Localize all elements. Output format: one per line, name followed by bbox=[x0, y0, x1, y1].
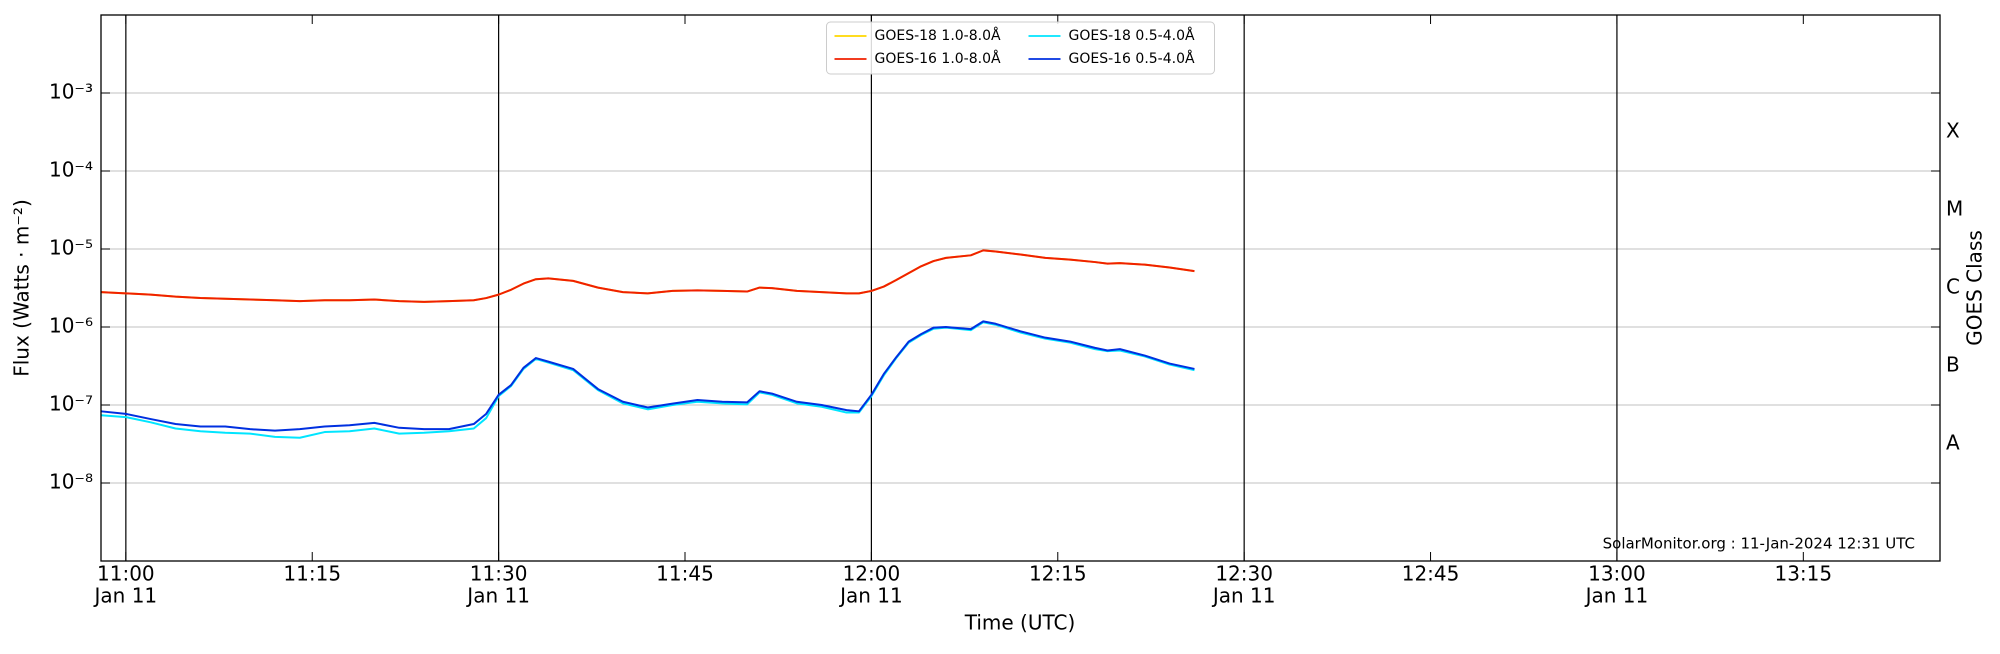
x-tick-label: 11:45 bbox=[656, 562, 714, 586]
x-tick-label: 11:00 bbox=[97, 562, 155, 586]
x-tick-label: 13:15 bbox=[1774, 562, 1832, 586]
y-axis-label: Flux (Watts · m⁻²) bbox=[10, 199, 34, 377]
y2-tick-label: X bbox=[1946, 119, 1960, 143]
legend-label: GOES-16 0.5-4.0Å bbox=[1069, 50, 1195, 67]
y-tick-label: 10⁻⁵ bbox=[49, 236, 93, 260]
x-tick-label: 13:00 bbox=[1588, 562, 1646, 586]
x-tick-label: 12:30 bbox=[1215, 562, 1273, 586]
data-line bbox=[100, 320, 1195, 432]
legend-label: GOES-18 0.5-4.0Å bbox=[1069, 27, 1195, 44]
y-tick-label: 10⁻⁶ bbox=[49, 314, 93, 338]
y2-tick-label: C bbox=[1946, 275, 1960, 299]
x-tick-label: 12:45 bbox=[1402, 562, 1460, 586]
x-axis-label: Time (UTC) bbox=[964, 611, 1076, 635]
y2-tick-label: B bbox=[1946, 353, 1960, 377]
y2-tick-label: A bbox=[1946, 431, 1960, 455]
y-tick-label: 10⁻⁸ bbox=[49, 470, 93, 494]
x-tick-label: Jan 11 bbox=[93, 584, 158, 608]
legend: GOES-18 1.0-8.0Å GOES-16 1.0-8.0Å GOES-18 … bbox=[826, 21, 1215, 75]
annotation: SolarMonitor.org : 11-Jan-2024 12:31 UTC bbox=[1603, 535, 1915, 553]
x-tick-label: Jan 11 bbox=[1211, 584, 1276, 608]
x-tick-label: Jan 11 bbox=[838, 584, 903, 608]
x-tick-label: Jan 11 bbox=[1584, 584, 1649, 608]
legend-box bbox=[826, 21, 1215, 75]
y-tick-label: 10⁻⁴ bbox=[49, 158, 93, 182]
data-line bbox=[100, 249, 1195, 303]
y-tick-label: 10⁻⁷ bbox=[49, 392, 93, 416]
y2-tick-label: M bbox=[1946, 197, 1963, 221]
x-tick-label: 11:15 bbox=[283, 562, 341, 586]
y-tick-label: 10⁻³ bbox=[49, 80, 93, 104]
y2-axis-label: GOES Class bbox=[1963, 230, 1987, 346]
plot-frame bbox=[100, 14, 1941, 562]
x-tick-label: 12:00 bbox=[843, 562, 901, 586]
legend-label: GOES-18 1.0-8.0Å bbox=[875, 27, 1001, 44]
x-tick-label: Jan 11 bbox=[465, 584, 530, 608]
x-tick-label: 12:15 bbox=[1029, 562, 1087, 586]
legend-label: GOES-16 1.0-8.0Å bbox=[875, 50, 1001, 67]
x-tick-label: 11:30 bbox=[470, 562, 528, 586]
